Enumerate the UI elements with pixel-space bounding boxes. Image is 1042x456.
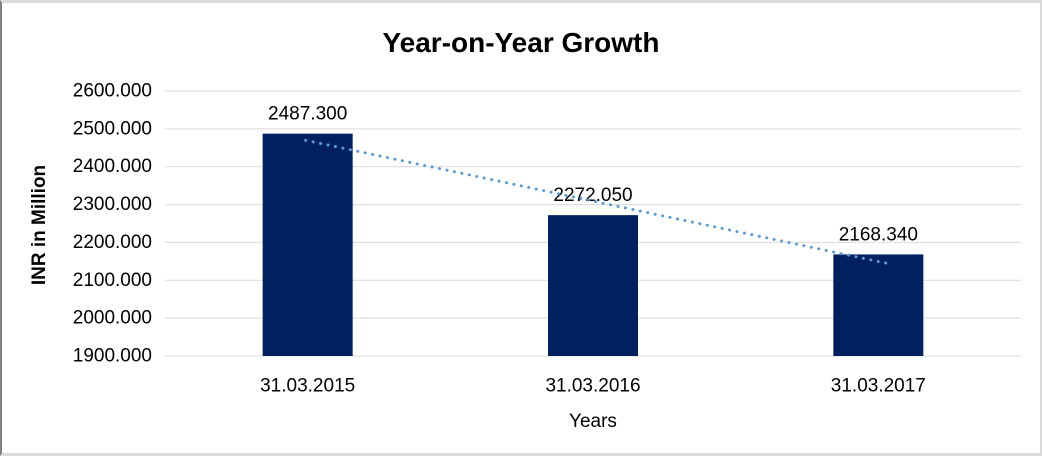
x-axis-title: Years xyxy=(569,411,617,432)
bar-value-label: 2272.050 xyxy=(553,185,632,206)
x-category-label: 31.03.2016 xyxy=(545,376,640,397)
y-tick-label: 2400.000 xyxy=(73,156,152,177)
y-tick-label: 1900.000 xyxy=(73,346,152,367)
bar xyxy=(548,215,638,356)
bar xyxy=(262,133,353,356)
y-tick-label: 2000.000 xyxy=(73,308,152,329)
y-tick-label: 2500.000 xyxy=(73,118,152,139)
y-tick-label: 2200.000 xyxy=(73,232,152,253)
plot-area: 1900.000 2000.000 2100.000 2200.000 2300.000… xyxy=(73,81,1021,397)
bar xyxy=(833,254,924,356)
y-tick-label: 2600.000 xyxy=(73,81,152,102)
y-tick-label: 2300.000 xyxy=(73,194,152,215)
y-tick-label: 2100.000 xyxy=(73,270,152,291)
x-category-label: 31.03.2017 xyxy=(831,376,926,397)
x-category-label: 31.03.2015 xyxy=(260,376,355,397)
chart-title: Year-on-Year Growth xyxy=(382,27,660,58)
trendline xyxy=(304,138,888,265)
bar-value-label: 2487.300 xyxy=(268,104,347,125)
bar-value-label: 2168.340 xyxy=(839,224,918,245)
